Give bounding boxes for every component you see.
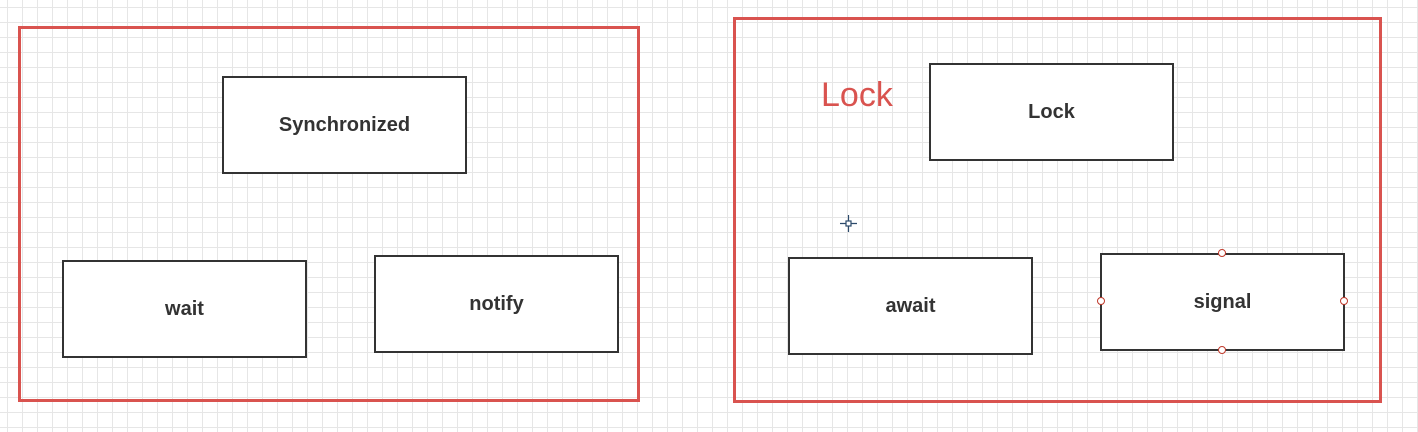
notify-box[interactable]: notify	[374, 255, 619, 353]
signal-bottom-handle-icon[interactable]	[1218, 346, 1226, 354]
signal-top-handle-icon[interactable]	[1218, 249, 1226, 257]
notify-box-label: notify	[469, 292, 524, 315]
synchronized-group-frame[interactable]	[18, 26, 640, 402]
signal-left-handle-icon[interactable]	[1097, 297, 1105, 305]
signal-box-label: signal	[1193, 290, 1252, 313]
await-box-label: await	[885, 294, 936, 317]
wait-box[interactable]: wait	[62, 260, 307, 358]
signal-right-handle-icon[interactable]	[1340, 297, 1348, 305]
signal-box[interactable]: signal	[1100, 253, 1345, 351]
lock-group-frame[interactable]	[733, 17, 1382, 403]
synchronized-box[interactable]: Synchronized	[222, 76, 467, 174]
await-box[interactable]: await	[788, 257, 1033, 355]
lock-box[interactable]: Lock	[929, 63, 1174, 161]
lock-red-label[interactable]: Lock	[821, 76, 893, 114]
lock-box-label: Lock	[1028, 100, 1075, 123]
synchronized-box-label: Synchronized	[278, 113, 411, 136]
crosshair-move-icon	[840, 215, 857, 232]
wait-box-label: wait	[165, 297, 204, 320]
